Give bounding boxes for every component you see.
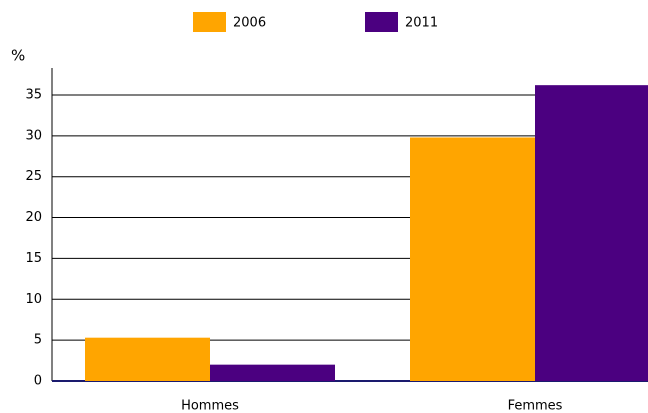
y-tick-label: 30 xyxy=(25,128,42,143)
legend-label: 2011 xyxy=(405,16,438,31)
y-tick-label: 5 xyxy=(34,333,42,348)
x-tick-label: Femmes xyxy=(508,399,563,413)
x-tick-label: Hommes xyxy=(181,399,239,413)
y-axis-label: % xyxy=(11,47,25,65)
y-tick-label: 25 xyxy=(25,169,42,184)
bar xyxy=(410,137,535,381)
bar xyxy=(210,364,335,381)
bar xyxy=(85,337,210,381)
legend-swatch xyxy=(193,12,226,32)
legend-label: 2006 xyxy=(233,16,266,31)
bar xyxy=(535,85,648,382)
y-tick-label: 15 xyxy=(25,251,42,266)
y-tick-label: 0 xyxy=(34,374,42,389)
y-tick-label: 20 xyxy=(25,210,42,225)
y-tick-label: 10 xyxy=(25,292,42,307)
legend-swatch xyxy=(365,12,398,32)
y-tick-label: 35 xyxy=(25,87,42,102)
